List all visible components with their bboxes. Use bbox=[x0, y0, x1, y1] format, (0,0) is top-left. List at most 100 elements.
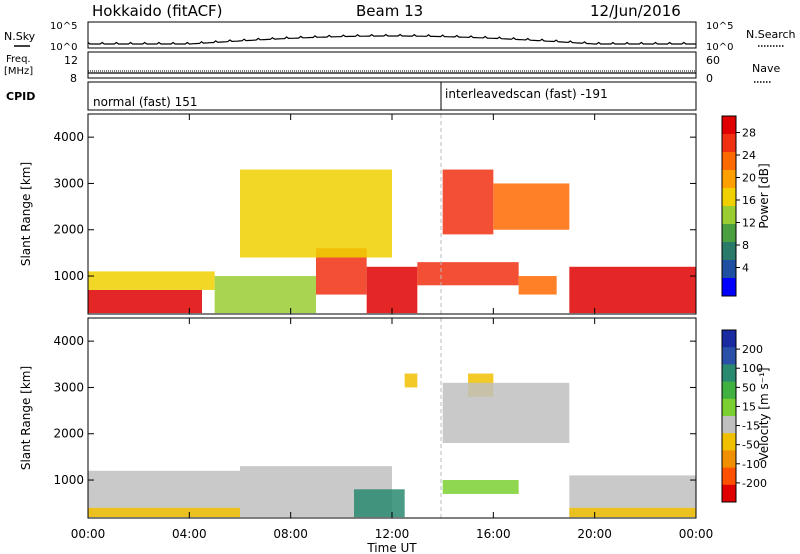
colorbar-swatch bbox=[722, 278, 736, 297]
colorbar-tick-label: 28 bbox=[742, 127, 756, 140]
colorbar-tick-label: 24 bbox=[742, 149, 756, 162]
colorbar-tick-label: 50 bbox=[742, 381, 756, 394]
colorbar-swatch bbox=[722, 484, 736, 503]
colorbar-tick-label: -200 bbox=[742, 477, 767, 490]
noise-panel-frame bbox=[87, 21, 697, 49]
freq-panel-frame bbox=[87, 51, 697, 79]
x-tick-label: 20:00 bbox=[577, 527, 612, 541]
heatmap-region bbox=[88, 507, 240, 518]
freq-tick-top: 12 bbox=[64, 54, 78, 67]
nsky-line bbox=[87, 33, 696, 45]
velocity-y-axis-label: Slant Range [km] bbox=[19, 366, 33, 470]
colorbar-swatch bbox=[722, 152, 736, 171]
velocity-colorbar: 200 100 50 15 -15 -50 -100 -200 bbox=[721, 329, 767, 503]
power-y-axis-label: Slant Range [km] bbox=[19, 162, 33, 266]
freq-label: Freq. bbox=[6, 54, 31, 65]
colorbar-tick-label: 20 bbox=[742, 172, 756, 185]
colorbar-swatch bbox=[722, 433, 736, 451]
freq-unit: [MHz] bbox=[4, 66, 33, 77]
heatmap-region bbox=[442, 382, 570, 443]
y-tick-label: 3000 bbox=[53, 380, 84, 394]
nave-tick-bottom: 0 bbox=[706, 72, 713, 85]
velocity-heatmap bbox=[88, 373, 696, 518]
x-tick-label: 16:00 bbox=[476, 527, 511, 541]
colorbar-swatch bbox=[722, 206, 736, 225]
heatmap-region bbox=[417, 262, 519, 286]
heatmap-region bbox=[214, 276, 316, 314]
power-colorbar-title: Power [dB] bbox=[757, 163, 771, 228]
heatmap-region bbox=[88, 271, 215, 290]
heatmap-region bbox=[493, 183, 570, 230]
nsky-label: N.Sky bbox=[4, 30, 36, 43]
power-y-ticks: 1000 2000 3000 4000 bbox=[53, 130, 696, 283]
colorbar-tick-label: 12 bbox=[742, 217, 756, 230]
colorbar-tick-label: -50 bbox=[742, 439, 760, 452]
nave-label: Nave bbox=[752, 62, 780, 75]
colorbar-swatch bbox=[722, 224, 736, 243]
cpid-segment-normal: normal (fast) 151 bbox=[93, 95, 197, 109]
power-colorbar: 28 24 20 16 12 8 4 bbox=[721, 115, 756, 297]
y-tick-label: 2000 bbox=[53, 427, 84, 441]
x-axis-label: Time UT bbox=[366, 541, 417, 554]
heatmap-region bbox=[442, 169, 494, 235]
station-title: Hokkaido (fitACF) bbox=[92, 2, 223, 20]
noise-tick-right-top: 10^5 bbox=[706, 21, 733, 32]
noise-tick-left-top: 10^5 bbox=[50, 21, 77, 32]
y-tick-label: 2000 bbox=[53, 223, 84, 237]
cpid-label: CPID bbox=[6, 90, 35, 103]
freq-tick-bottom: 8 bbox=[70, 72, 77, 85]
colorbar-tick-label: 200 bbox=[742, 343, 763, 356]
colorbar-tick-label: 4 bbox=[742, 262, 749, 275]
colorbar-tick-label: 15 bbox=[742, 400, 756, 413]
heatmap-region bbox=[442, 480, 519, 494]
colorbar-swatch bbox=[722, 347, 736, 365]
y-tick-label: 4000 bbox=[53, 130, 84, 144]
heatmap-region bbox=[569, 507, 696, 518]
power-heatmap bbox=[88, 169, 696, 314]
x-tick-label: 00:00 bbox=[71, 527, 106, 541]
colorbar-swatch bbox=[722, 467, 736, 486]
cpid-panel-frame bbox=[87, 81, 697, 111]
cpid-segment-interleaved: interleavedscan (fast) -191 bbox=[445, 87, 608, 101]
heatmap-region bbox=[366, 266, 418, 314]
colorbar-swatch bbox=[722, 242, 736, 261]
y-tick-label: 1000 bbox=[53, 473, 84, 487]
colorbar-swatch bbox=[722, 188, 736, 207]
colorbar-swatch bbox=[722, 381, 736, 400]
colorbar-tick-label: -100 bbox=[742, 458, 767, 471]
date-title: 12/Jun/2016 bbox=[590, 2, 681, 20]
colorbar-frame bbox=[721, 329, 737, 503]
colorbar-swatch bbox=[722, 330, 736, 348]
colorbar-tick-label: 100 bbox=[742, 362, 763, 375]
colorbar-swatch bbox=[722, 134, 736, 153]
heatmap-region bbox=[240, 169, 392, 258]
y-tick-label: 1000 bbox=[53, 269, 84, 283]
x-tick-label: 00:00 bbox=[679, 527, 714, 541]
y-tick-label: 3000 bbox=[53, 176, 84, 190]
time-x-ticks: 00:00 04:00 08:00 12:00 16:00 20:00 00:00 bbox=[71, 114, 714, 541]
nsearch-label: N.Search bbox=[746, 28, 796, 41]
heatmap-region bbox=[354, 489, 405, 518]
velocity-y-ticks: 1000 2000 3000 4000 bbox=[53, 334, 696, 487]
colorbar-frame bbox=[721, 115, 737, 297]
colorbar-swatch bbox=[722, 116, 736, 135]
nave-tick-top: 60 bbox=[706, 54, 720, 67]
x-tick-label: 04:00 bbox=[172, 527, 207, 541]
noise-tick-left-bottom: 10^0 bbox=[50, 42, 77, 53]
noise-tick-right-bottom: 10^0 bbox=[706, 42, 733, 53]
beam-title: Beam 13 bbox=[356, 2, 423, 20]
x-tick-label: 08:00 bbox=[273, 527, 308, 541]
colorbar-swatch bbox=[722, 364, 736, 383]
colorbar-tick-label: 8 bbox=[742, 239, 749, 252]
colorbar-tick-label: -15 bbox=[742, 420, 760, 433]
heatmap-region bbox=[569, 266, 696, 314]
noise-trace bbox=[87, 33, 696, 45]
y-tick-label: 4000 bbox=[53, 334, 84, 348]
colorbar-swatch bbox=[722, 416, 736, 434]
colorbar-tick-label: 16 bbox=[742, 194, 756, 207]
heatmap-region bbox=[404, 373, 418, 388]
colorbar-swatch bbox=[722, 260, 736, 279]
freq-trace bbox=[88, 70, 696, 74]
colorbar-swatch bbox=[722, 450, 736, 469]
